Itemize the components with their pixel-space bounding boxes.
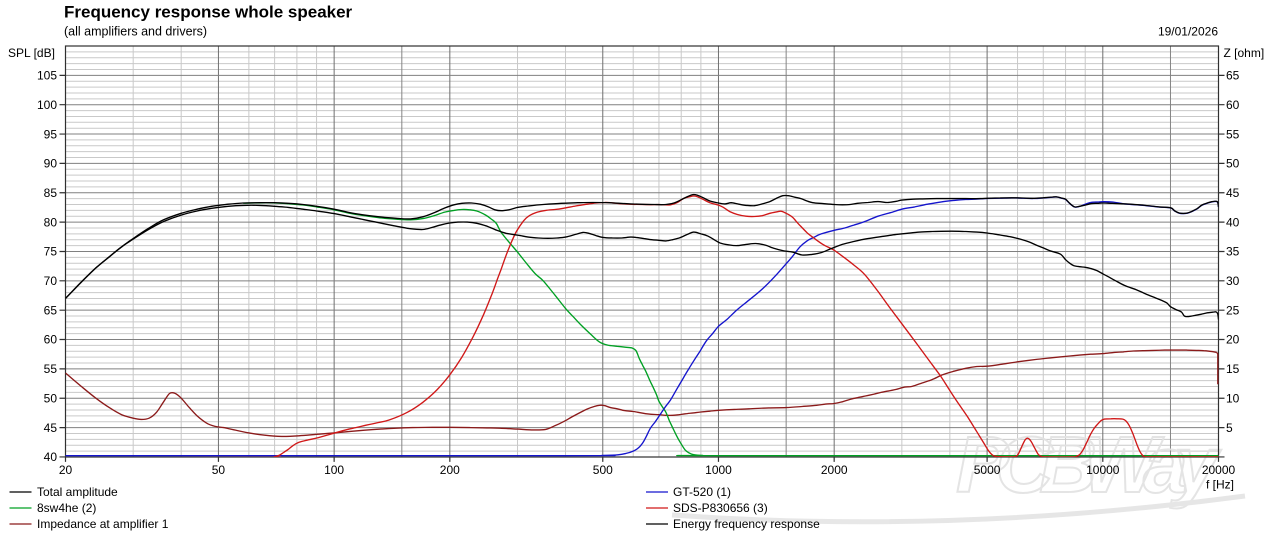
svg-text:95: 95 — [44, 127, 58, 141]
svg-text:Frequency response whole speak: Frequency response whole speaker — [64, 3, 353, 22]
svg-text:10000: 10000 — [1086, 463, 1120, 477]
svg-text:35: 35 — [1226, 245, 1240, 259]
svg-text:SPL [dB]: SPL [dB] — [8, 46, 55, 60]
svg-text:50: 50 — [1226, 157, 1240, 171]
svg-text:19/01/2026: 19/01/2026 — [1158, 25, 1218, 39]
svg-text:60: 60 — [1226, 98, 1240, 112]
svg-text:55: 55 — [44, 362, 58, 376]
svg-text:30: 30 — [1226, 274, 1240, 288]
svg-text:Z [ohm]: Z [ohm] — [1224, 46, 1265, 60]
svg-text:90: 90 — [44, 157, 58, 171]
svg-text:5000: 5000 — [974, 463, 1001, 477]
svg-text:Total amplitude: Total amplitude — [37, 485, 118, 499]
svg-text:45: 45 — [44, 421, 58, 435]
svg-text:1000: 1000 — [705, 463, 732, 477]
svg-text:Energy frequency response: Energy frequency response — [673, 517, 820, 531]
svg-text:(all amplifiers and drivers): (all amplifiers and drivers) — [64, 25, 207, 39]
svg-text:80: 80 — [44, 215, 58, 229]
svg-text:55: 55 — [1226, 127, 1240, 141]
svg-text:GT-520 (1): GT-520 (1) — [673, 485, 731, 499]
svg-text:75: 75 — [44, 245, 58, 259]
svg-text:SDS-P830656 (3): SDS-P830656 (3) — [673, 501, 768, 515]
svg-text:45: 45 — [1226, 186, 1240, 200]
svg-text:40: 40 — [44, 450, 58, 464]
svg-text:f [Hz]: f [Hz] — [1206, 478, 1234, 492]
svg-text:8sw4he (2): 8sw4he (2) — [37, 501, 96, 515]
svg-text:200: 200 — [440, 463, 460, 477]
svg-text:20: 20 — [59, 463, 73, 477]
svg-text:40: 40 — [1226, 215, 1240, 229]
svg-text:2000: 2000 — [821, 463, 848, 477]
svg-text:15: 15 — [1226, 362, 1240, 376]
svg-text:5: 5 — [1226, 421, 1233, 435]
svg-text:70: 70 — [44, 274, 58, 288]
svg-text:100: 100 — [37, 98, 57, 112]
svg-text:50: 50 — [44, 391, 58, 405]
svg-text:65: 65 — [1226, 69, 1240, 83]
svg-text:20: 20 — [1226, 333, 1240, 347]
svg-text:85: 85 — [44, 186, 58, 200]
svg-text:100: 100 — [324, 463, 344, 477]
svg-text:Impedance at amplifier 1: Impedance at amplifier 1 — [37, 517, 169, 531]
svg-text:500: 500 — [593, 463, 613, 477]
svg-text:65: 65 — [44, 303, 58, 317]
svg-text:20000: 20000 — [1202, 463, 1236, 477]
svg-text:50: 50 — [212, 463, 226, 477]
svg-text:25: 25 — [1226, 303, 1240, 317]
svg-text:10: 10 — [1226, 391, 1240, 405]
svg-text:PCBWay: PCBWay — [956, 420, 1222, 509]
svg-text:105: 105 — [37, 69, 57, 83]
svg-text:60: 60 — [44, 333, 58, 347]
